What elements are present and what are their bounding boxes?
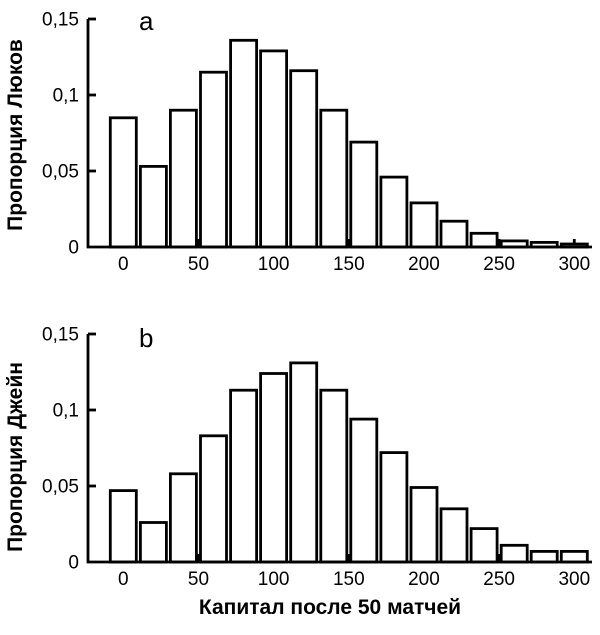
- histogram-bar: [199, 70, 228, 249]
- histogram-bar: [349, 417, 379, 564]
- x-tick-label: 200: [408, 254, 440, 275]
- histogram-bar: [379, 451, 409, 564]
- histogram-bar: [289, 69, 319, 249]
- histogram-bar: [499, 543, 529, 564]
- x-tick-label: 150: [333, 569, 365, 590]
- histogram-bar: [168, 108, 198, 249]
- histogram-bar: [259, 49, 289, 249]
- axis-line: [86, 19, 592, 249]
- panel-letter: b: [139, 323, 153, 353]
- histogram-bar: [259, 372, 289, 564]
- x-tick-label: 0: [118, 254, 129, 275]
- histogram-bar: [349, 140, 379, 249]
- histogram-panel-a: 0 50 100 150 200 250 300 0 0,05 0,1 0,15 a: [42, 6, 592, 275]
- x-tick-label: 100: [258, 569, 290, 590]
- y-tick-label: 0,05: [42, 162, 79, 183]
- x-tick-label: 300: [558, 254, 590, 275]
- x-tick-label: 50: [188, 254, 209, 275]
- y-tick-label: 0,1: [53, 401, 79, 422]
- y-tick-label: 0,05: [42, 477, 79, 498]
- histogram-bar: [409, 201, 439, 249]
- x-tick-label: 250: [483, 569, 515, 590]
- histogram-bar: [439, 219, 469, 249]
- histogram-panel-b: 0 50 100 150 200 250 300 0 0,05 0,1 0,15 b: [42, 323, 592, 590]
- histogram-bar: [138, 521, 168, 564]
- histogram-bar: [409, 486, 439, 564]
- y-tick-label: 0,15: [42, 325, 79, 346]
- x-tick-label: 300: [558, 569, 590, 590]
- y-tick-label: 0,15: [42, 10, 79, 31]
- histogram-bar: [319, 388, 349, 564]
- x-tick-label: 100: [258, 254, 290, 275]
- histogram-bar: [168, 472, 198, 564]
- x-tick-label: 150: [333, 254, 365, 275]
- histogram-bar: [199, 434, 228, 564]
- histogram-bar: [379, 175, 409, 249]
- histogram-bar: [289, 361, 319, 564]
- x-axis-label: Капитал после 50 матчей: [198, 596, 462, 619]
- histogram-bar: [469, 231, 499, 249]
- histogram-bar: [229, 388, 259, 564]
- axis-line: [86, 334, 592, 564]
- x-tick-label: 250: [483, 254, 515, 275]
- y-tick-label: 0: [68, 238, 79, 259]
- histogram-bar: [319, 108, 349, 249]
- histogram-bar: [469, 527, 499, 564]
- histogram-bar: [559, 549, 589, 564]
- histogram-bar: [138, 164, 168, 249]
- x-tick-label: 0: [118, 569, 129, 590]
- x-tick-label: 200: [408, 569, 440, 590]
- histogram-bar: [529, 549, 559, 564]
- x-tick-label: 50: [188, 569, 209, 590]
- histogram-bar: [108, 489, 138, 564]
- histogram-bar: [229, 38, 259, 249]
- panel-letter: a: [139, 6, 154, 36]
- y-tick-label: 0: [68, 553, 79, 574]
- histogram-bar: [439, 507, 469, 564]
- histogram-bar: [108, 116, 138, 249]
- y-tick-label: 0,1: [53, 86, 79, 107]
